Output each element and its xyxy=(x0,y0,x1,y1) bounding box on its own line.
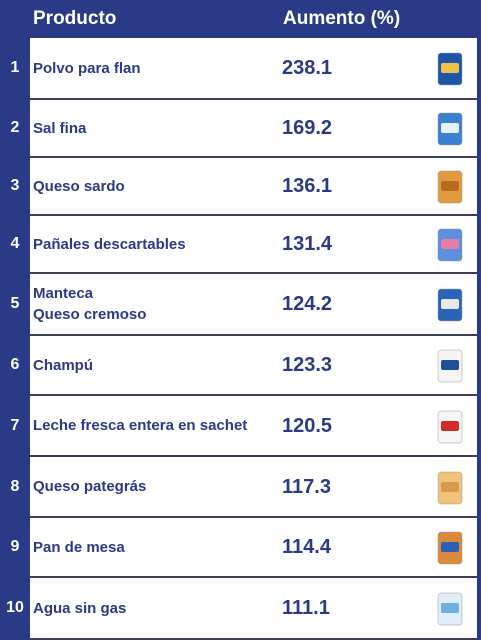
header-increase: Aumento (%) xyxy=(283,8,401,29)
rank: 3 xyxy=(10,177,20,194)
product-icon xyxy=(430,169,470,205)
icon xyxy=(437,349,463,383)
increase-value: 114.4 xyxy=(282,536,331,558)
row: Pan de mesa 114.4 xyxy=(30,518,477,578)
icon xyxy=(437,170,463,204)
increase-value: 120.5 xyxy=(282,414,333,437)
row: Queso sardo 136.1 xyxy=(30,158,477,216)
row: Champú 123.3 xyxy=(30,336,477,396)
product-name: Champú xyxy=(33,356,93,374)
icon xyxy=(437,531,463,565)
product-name: Pañales descartables xyxy=(33,235,186,253)
product-icon xyxy=(430,51,470,87)
rank: 9 xyxy=(10,538,20,555)
icon xyxy=(437,471,463,504)
row: Agua sin gas 111.1 xyxy=(30,578,477,640)
row: Leche fresca entera en sachet 120.5 xyxy=(30,396,477,457)
increase-value: 136.1 xyxy=(282,175,333,197)
row: Sal fina 169.2 xyxy=(30,100,477,158)
row: Pañales descartables 131.4 xyxy=(30,216,477,274)
rank: 1 xyxy=(10,59,20,76)
row: Polvo para flan 238.1 xyxy=(30,38,477,100)
product-icon xyxy=(430,591,470,627)
increase-value: 238.1 xyxy=(282,57,333,79)
rank: 7 xyxy=(10,416,20,434)
product-name: Manteca xyxy=(33,285,94,302)
increase-value: 123.3 xyxy=(282,354,333,376)
product-name: Queso cremoso xyxy=(33,306,147,323)
icon xyxy=(437,52,463,86)
icon xyxy=(437,592,463,626)
increase-value: 131.4 xyxy=(282,233,333,255)
increase-value: 124.2 xyxy=(282,293,333,315)
product-icon xyxy=(430,409,470,445)
product-name: Agua sin gas xyxy=(33,599,127,617)
product-icon xyxy=(430,348,470,384)
product-icon xyxy=(430,470,470,506)
rank: 2 xyxy=(10,119,20,136)
product-name: Polvo para flan xyxy=(33,59,141,77)
rank: 5 xyxy=(10,295,20,312)
product-name: Queso pategrás xyxy=(33,478,147,495)
icon xyxy=(437,228,463,262)
header-product: Producto xyxy=(33,8,117,29)
rank: 8 xyxy=(10,477,20,495)
product-name: Leche fresca entera en sachet xyxy=(33,417,248,434)
product-name: Sal fina xyxy=(33,119,87,137)
row: Manteca Queso cremoso 124.2 xyxy=(30,274,477,336)
product-name: Pan de mesa xyxy=(33,538,125,556)
product-name: Queso sardo xyxy=(33,177,125,195)
rank: 4 xyxy=(10,235,20,252)
icon xyxy=(437,112,463,146)
icon xyxy=(437,410,463,443)
increase-value: 111.1 xyxy=(282,597,330,619)
product-icon xyxy=(430,111,470,147)
row: Queso pategrás 117.3 xyxy=(30,457,477,518)
rank: 6 xyxy=(10,356,20,373)
product-icon xyxy=(430,530,470,566)
rank: 10 xyxy=(6,599,24,616)
icon xyxy=(437,288,463,322)
product-icon xyxy=(430,227,470,263)
increase-value: 169.2 xyxy=(282,117,333,139)
product-icon xyxy=(430,287,470,323)
increase-value: 117.3 xyxy=(282,475,331,498)
